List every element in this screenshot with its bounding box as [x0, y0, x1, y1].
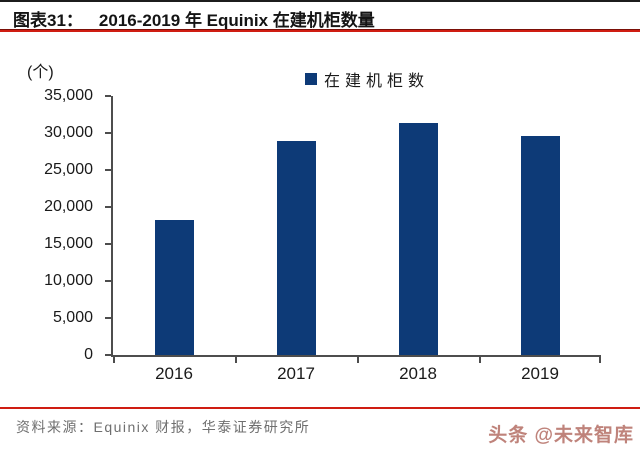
y-tick-label: 15,000: [44, 235, 93, 252]
y-axis-unit-label: (个): [27, 64, 54, 81]
x-tick-mark: [599, 357, 601, 363]
y-tick-label: 0: [84, 346, 93, 363]
y-tick-mark: [105, 243, 111, 245]
x-category-label: 2019: [521, 364, 559, 383]
x-tick-mark: [357, 357, 359, 363]
y-tick-label: 30,000: [44, 124, 93, 141]
x-tick-mark: [235, 357, 237, 363]
y-tick-mark: [105, 132, 111, 134]
title-underline-rule: [0, 29, 640, 32]
bar-2017: [276, 141, 316, 355]
x-tick-mark: [479, 357, 481, 363]
y-tick-mark: [105, 317, 111, 319]
watermark-text: 头条 @未来智库: [488, 425, 634, 446]
bar-2016: [154, 220, 194, 355]
legend-swatch-icon: [305, 73, 317, 85]
y-tick-label: 10,000: [44, 272, 93, 289]
y-tick-label: 5,000: [52, 309, 93, 326]
x-category-label: 2017: [277, 364, 315, 383]
y-tick-mark: [105, 280, 111, 282]
figure-title: 2016-2019 年 Equinix 在建机柜数量: [98, 11, 375, 30]
bar-2018: [398, 123, 438, 355]
chart-legend: 在建机柜数: [305, 67, 429, 91]
y-tick-label: 25,000: [44, 161, 93, 178]
footer-border-rule: [0, 407, 640, 409]
y-tick-mark: [105, 206, 111, 208]
y-tick-mark: [105, 95, 111, 97]
top-border-rule: [0, 0, 640, 2]
x-tick-mark: [113, 357, 115, 363]
source-note: 资料来源：Equinix 财报，华泰证券研究所: [16, 419, 311, 435]
bar-2019: [520, 136, 560, 355]
y-tick-label: 20,000: [44, 198, 93, 215]
legend-label: 在建机柜数: [324, 73, 430, 90]
figure-title-row: 图表31： 2016-2019 年 Equinix 在建机柜数量: [13, 6, 375, 31]
plot-area: 35,000 30,000 25,000 20,000 15,000 10,000 5,00…: [44, 87, 601, 383]
x-category-label: 2016: [155, 364, 193, 383]
y-tick-mark: [105, 169, 111, 171]
y-tick-mark: [105, 354, 111, 356]
figure-number-label: 图表31：: [13, 11, 83, 30]
x-category-label: 2018: [399, 364, 437, 383]
y-tick-label: 35,000: [44, 87, 93, 104]
